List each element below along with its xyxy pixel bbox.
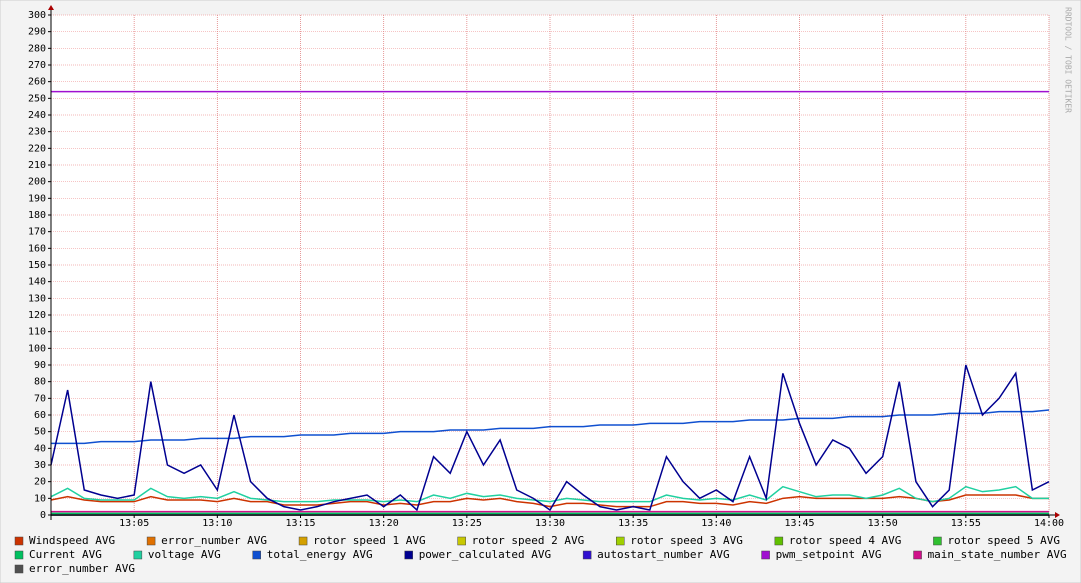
- legend-label: total_energy AVG: [267, 548, 373, 561]
- legend-swatch: [133, 550, 143, 560]
- y-tick-label: 230: [28, 127, 46, 138]
- legend-swatch: [298, 536, 308, 546]
- y-tick-label: 130: [28, 293, 46, 304]
- legend-label: rotor speed 4 AVG: [789, 534, 902, 547]
- y-tick-label: 140: [28, 277, 46, 288]
- y-tick-label: 200: [28, 177, 46, 188]
- series-line: [50, 485, 1049, 503]
- legend-label: Current AVG: [29, 548, 102, 561]
- y-tick-label: 10: [34, 493, 46, 504]
- legend-item: error_number AVG: [14, 562, 135, 575]
- y-tick-label: 70: [34, 393, 46, 404]
- grid: [51, 14, 1050, 516]
- legend-label: rotor speed 1 AVG: [313, 534, 426, 547]
- y-tick-label: 240: [28, 110, 46, 121]
- y-tick-label: 40: [34, 443, 46, 454]
- y-tick-label: 30: [34, 460, 46, 471]
- series-line: [50, 494, 1049, 508]
- y-tick-label: 180: [28, 210, 46, 221]
- legend-label: rotor speed 3 AVG: [630, 534, 743, 547]
- x-tick-label: 13:05: [119, 518, 149, 529]
- x-tick-label: 13:25: [452, 518, 482, 529]
- legend-swatch: [252, 550, 261, 560]
- legend-swatch: [774, 536, 784, 546]
- legend-swatch: [404, 550, 413, 560]
- x-tick-label: 13:50: [868, 518, 898, 529]
- y-arrow: [48, 5, 54, 10]
- y-tick-label: 170: [28, 227, 46, 238]
- legend-label: voltage AVG: [148, 548, 221, 561]
- y-tick-label: 120: [28, 310, 46, 321]
- axes: 0 10 20 30 40 50 60 70 80 90 100 110 120 130 140 150 160…: [28, 5, 1064, 529]
- legend-swatch: [457, 536, 466, 546]
- legend-swatch: [761, 550, 770, 560]
- legend-swatch: [616, 536, 625, 546]
- legend-item: Windspeed AVG: [14, 534, 115, 547]
- x-tick-label: 13:15: [285, 518, 315, 529]
- y-tick-label: 260: [28, 77, 46, 88]
- legend-swatch: [913, 550, 922, 560]
- y-tick-label: 290: [28, 27, 46, 38]
- legend-label: rotor speed 5 AVG: [947, 534, 1060, 547]
- x-arrow: [1055, 512, 1060, 518]
- legend: Windspeed AVG error_number AVG rotor speed…: [14, 534, 1067, 575]
- y-tick-label: 160: [28, 243, 46, 254]
- x-tick-label: 13:20: [369, 518, 399, 529]
- legend-item: rotor speed 1 AVG: [298, 534, 426, 547]
- legend-swatch: [14, 550, 24, 560]
- y-tick-label: 0: [40, 510, 46, 521]
- y-tick-label: 220: [28, 143, 46, 154]
- series-line: [51, 409, 1050, 445]
- y-tick-label: 210: [28, 160, 46, 171]
- y-tick-label: 50: [34, 427, 46, 438]
- legend-swatch: [14, 536, 24, 546]
- legend-item: rotor speed 3 AVG: [616, 534, 743, 547]
- legend-label: autostart_number AVG: [597, 548, 729, 561]
- legend-item: rotor speed 4 AVG: [774, 534, 902, 547]
- legend-item: voltage AVG: [133, 548, 221, 561]
- legend-label: error_number AVG: [161, 534, 267, 547]
- legend-item: Current AVG: [14, 548, 102, 561]
- x-tick-label: 13:40: [701, 518, 731, 529]
- watermark: RRDTOOL / TOBI OETIKER: [1064, 7, 1073, 113]
- legend-label: rotor speed 2 AVG: [472, 534, 585, 547]
- legend-label: power_calculated AVG: [419, 548, 551, 561]
- y-tick-label: 300: [28, 10, 46, 21]
- y-tick-label: 80: [34, 377, 46, 388]
- x-tick-label: 13:55: [951, 518, 981, 529]
- legend-swatch: [933, 536, 942, 546]
- legend-label: pwm_setpoint AVG: [776, 548, 882, 561]
- y-tick-label: 280: [28, 43, 46, 54]
- y-tick-label: 90: [34, 360, 46, 371]
- x-tick-label: 13:35: [618, 518, 648, 529]
- y-tick-label: 110: [28, 327, 46, 338]
- y-tick-label: 60: [34, 410, 46, 421]
- legend-swatch: [582, 550, 592, 560]
- legend-item: total_energy AVG: [252, 548, 373, 561]
- legend-item: rotor speed 5 AVG: [933, 534, 1060, 547]
- y-tick-label: 190: [28, 193, 46, 204]
- series-line: [50, 364, 1050, 512]
- x-tick-label: 14:00: [1034, 518, 1064, 529]
- legend-item: main_state_number AVG: [913, 548, 1067, 561]
- legend-swatch: [14, 564, 24, 574]
- x-tick-label: 13:10: [202, 518, 232, 529]
- legend-label: error_number AVG: [29, 562, 135, 575]
- legend-label: main_state_number AVG: [928, 548, 1067, 561]
- legend-swatch: [146, 536, 156, 546]
- legend-item: autostart_number AVG: [582, 548, 730, 561]
- x-tick-label: 13:30: [535, 518, 565, 529]
- y-tick-label: 250: [28, 93, 46, 104]
- legend-item: pwm_setpoint AVG: [761, 548, 882, 561]
- y-tick-label: 100: [28, 343, 46, 354]
- legend-item: error_number AVG: [146, 534, 267, 547]
- y-tick-label: 20: [34, 477, 46, 488]
- legend-item: power_calculated AVG: [404, 548, 551, 561]
- y-tick-label: 150: [28, 260, 46, 271]
- y-tick-label: 270: [28, 60, 46, 71]
- x-tick-label: 13:45: [784, 518, 814, 529]
- legend-label: Windspeed AVG: [29, 534, 115, 547]
- legend-item: rotor speed 2 AVG: [457, 534, 585, 547]
